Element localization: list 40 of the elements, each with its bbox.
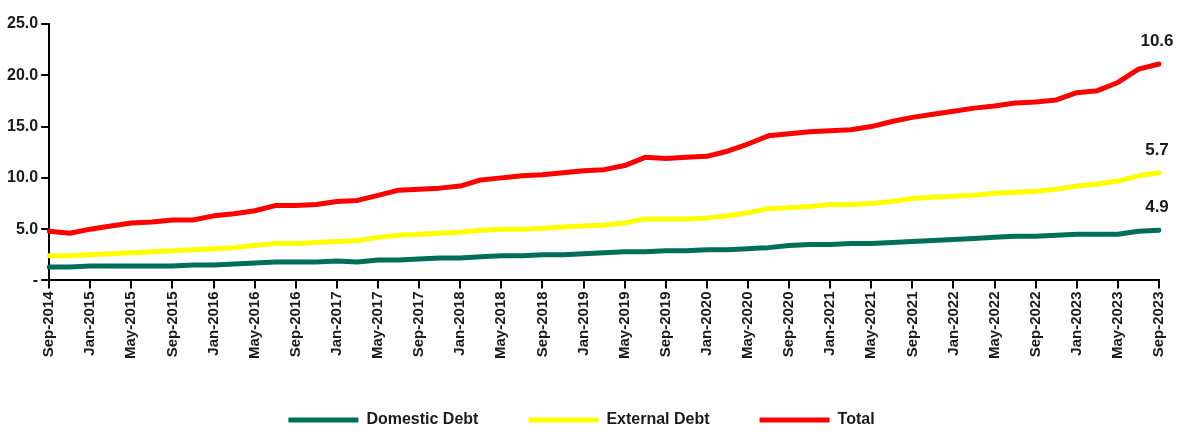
x-tick-label: Sep-2015 <box>162 291 180 358</box>
x-tick-label: May-2020 <box>738 291 756 359</box>
legend-label: External Debt <box>606 410 711 428</box>
annotation: 10.6 <box>1140 31 1174 51</box>
x-tick-label: Sep-2019 <box>655 291 673 358</box>
y-tick-label: 15.0 <box>7 116 39 134</box>
y-tick-label: 25.0 <box>7 14 39 32</box>
x-tick-label: Jan-2019 <box>573 291 591 356</box>
x-tick-label: Jan-2018 <box>450 291 468 356</box>
x-tick-label: Jan-2016 <box>203 291 221 356</box>
x-tick-label: Jan-2023 <box>1066 291 1084 356</box>
x-tick-label: May-2021 <box>861 291 879 359</box>
x-tick-label: May-2018 <box>491 291 509 359</box>
x-tick-label: Jan-2021 <box>820 291 838 356</box>
x-tick-label: Sep-2014 <box>39 290 57 358</box>
x-tick-label: Sep-2017 <box>409 291 427 358</box>
x-tick-label: Sep-2023 <box>1149 291 1167 358</box>
x-tick-label: May-2015 <box>121 291 139 359</box>
y-tick-label: 10.0 <box>7 168 39 186</box>
x-tick-label: Jan-2022 <box>943 291 961 356</box>
x-tick-label: Jan-2015 <box>80 291 98 356</box>
x-tick-label: May-2017 <box>368 291 386 359</box>
x-tick-label: Sep-2018 <box>532 291 550 358</box>
x-tick-label: Sep-2016 <box>285 291 303 358</box>
x-tick-label: Sep-2020 <box>779 291 797 358</box>
x-tick-label: Sep-2021 <box>902 291 920 358</box>
x-tick-label: May-2016 <box>244 291 262 359</box>
annotation: 4.9 <box>1145 197 1169 217</box>
x-tick-label: May-2023 <box>1108 291 1126 359</box>
annotation: 5.7 <box>1145 139 1169 159</box>
x-tick-label: Sep-2022 <box>1025 291 1043 358</box>
y-tick-label: 20.0 <box>7 65 39 83</box>
x-tick-label: Jan-2017 <box>327 291 345 356</box>
x-tick-label: May-2022 <box>984 291 1002 359</box>
y-tick-label: 5.0 <box>15 219 39 237</box>
x-tick-label: Jan-2020 <box>696 291 714 356</box>
x-tick-label: May-2019 <box>614 291 632 359</box>
legend-label: Total <box>837 410 875 428</box>
y-tick-label: - <box>32 270 39 288</box>
legend-label: Domestic Debt <box>366 410 480 428</box>
